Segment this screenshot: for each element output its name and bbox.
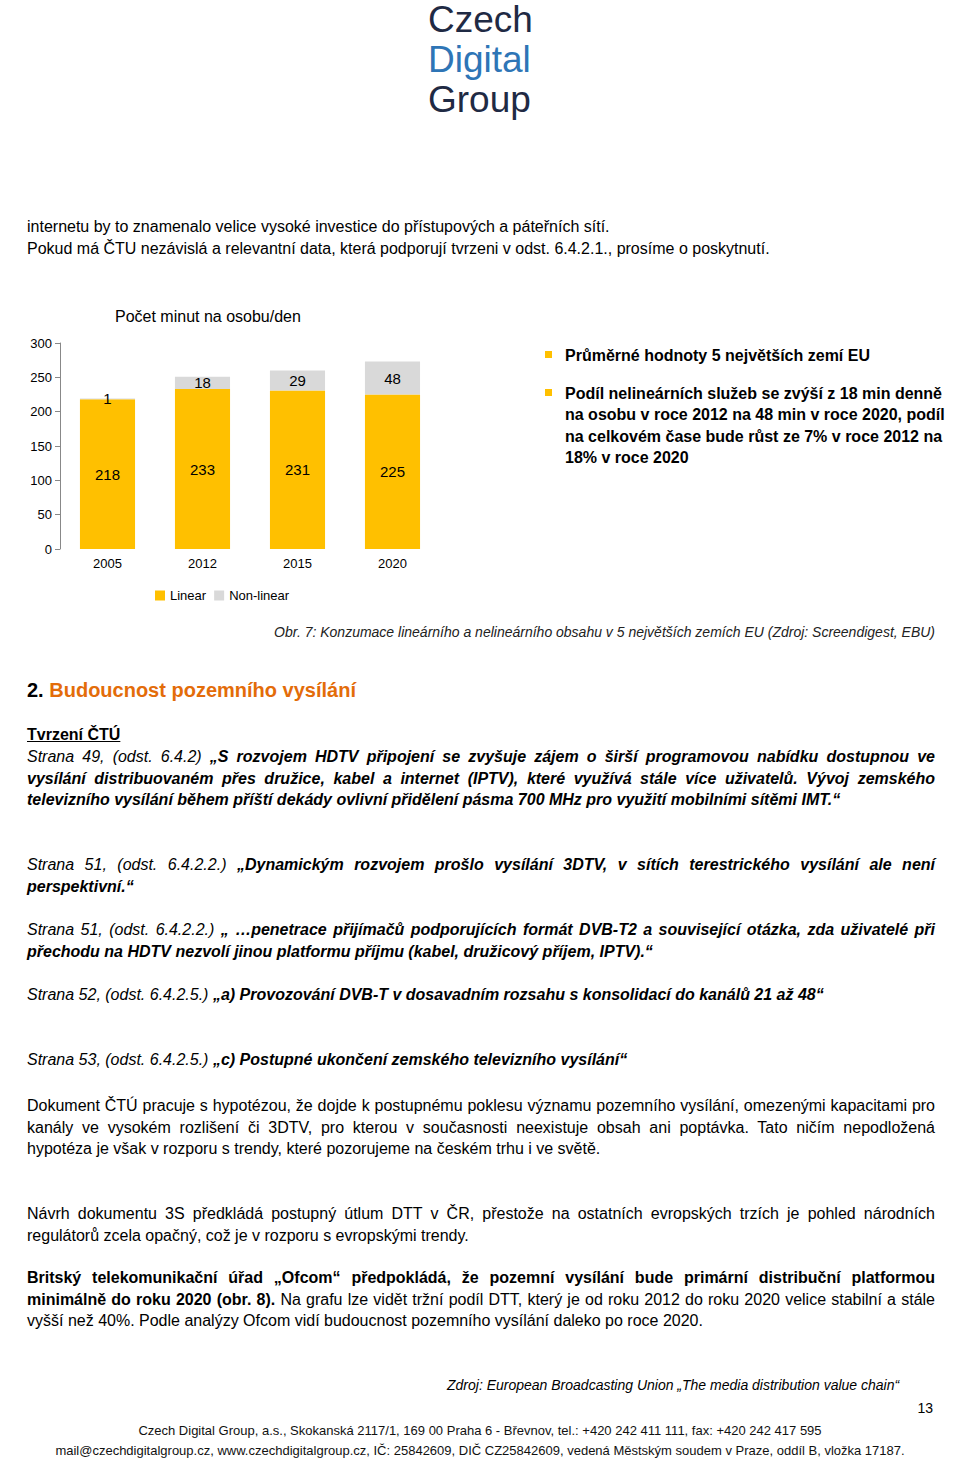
html-text:Tvrzení ČTÚ: Tvrzení ČTÚ xyxy=(27,726,121,743)
html-text:Digital: Digital xyxy=(428,39,531,80)
html-text:Pokud má ČTU nezávislá a relev: Pokud má ČTU nezávislá a relevantní data… xyxy=(27,240,770,257)
html-text:2. Budoucnost pozemního vysílá: 2. Budoucnost pozemního vysílání xyxy=(27,679,356,701)
html-text:Zdroj: European Broadcasting U: Zdroj: European Broadcasting Union „The … xyxy=(447,1377,900,1393)
html-text:Group: Group xyxy=(428,79,531,120)
html-text:Podíl nelineárních služeb se z: Podíl nelineárních služeb se zvýší z 18 … xyxy=(565,384,945,466)
html-text:mail@czechdigitalgroup.cz, www: mail@czechdigitalgroup.cz, www.czechdigi… xyxy=(55,1443,905,1458)
html-text:13: 13 xyxy=(917,1400,933,1416)
svg-text:231: 231 xyxy=(285,461,310,478)
svg-text:Non-linear: Non-linear xyxy=(229,588,290,603)
svg-text:233: 233 xyxy=(190,461,215,478)
html-text:Strana 53, (odst. 6.4.2.5.) „c: Strana 53, (odst. 6.4.2.5.) „c) Postupné… xyxy=(27,1051,628,1068)
svg-text:50: 50 xyxy=(38,507,52,522)
html-text:Strana 51, (odst. 6.4.2.2.) „: Strana 51, (odst. 6.4.2.2.) „ …penetrace… xyxy=(27,921,935,960)
svg-text:2020: 2020 xyxy=(378,556,407,571)
svg-text:2005: 2005 xyxy=(93,556,122,571)
svg-text:Linear: Linear xyxy=(170,588,207,603)
svg-text:29: 29 xyxy=(289,372,306,389)
svg-text:218: 218 xyxy=(95,466,120,483)
svg-text:18: 18 xyxy=(194,374,211,391)
html-text:Czech: Czech xyxy=(428,0,533,40)
svg-text:1: 1 xyxy=(103,390,111,407)
svg-text:0: 0 xyxy=(45,542,52,557)
svg-text:48: 48 xyxy=(384,370,401,387)
html-text:Strana 49, (odst. 6.4.2) „S ro: Strana 49, (odst. 6.4.2) „S rozvojem HDT… xyxy=(27,748,935,808)
html-text:Průměrné hodnoty 5 největších: Průměrné hodnoty 5 největších zemí EU xyxy=(565,347,870,364)
html-text:Britský telekomunikační úřad „: Britský telekomunikační úřad „Ofcom“ pře… xyxy=(27,1269,935,1329)
svg-text:225: 225 xyxy=(380,463,405,480)
svg-text:150: 150 xyxy=(30,439,52,454)
svg-text:300: 300 xyxy=(30,336,52,351)
html-text:Strana 52, (odst. 6.4.2.5.) „a: Strana 52, (odst. 6.4.2.5.) „a) Provozov… xyxy=(27,986,824,1003)
svg-text:250: 250 xyxy=(30,370,52,385)
svg-text:100: 100 xyxy=(30,473,52,488)
html-text:Strana 51, (odst. 6.4.2.2.) „D: Strana 51, (odst. 6.4.2.2.) „Dynamickým … xyxy=(27,856,935,895)
svg-text:2015: 2015 xyxy=(283,556,312,571)
svg-text:200: 200 xyxy=(30,404,52,419)
html-text:Obr. 7: Konzumace lineárního a: Obr. 7: Konzumace lineárního a nelineárn… xyxy=(274,624,935,640)
svg-text:Počet minut na osobu/den: Počet minut na osobu/den xyxy=(115,308,301,325)
svg-text:2012: 2012 xyxy=(188,556,217,571)
html-text:Dokument ČTÚ pracuje s hypotéz: Dokument ČTÚ pracuje s hypotézou, že doj… xyxy=(27,1097,935,1157)
html-text:internetu by to znamenalo veli: internetu by to znamenalo velice vysoké … xyxy=(27,218,610,235)
html-text:Návrh dokumentu 3S předkládá p: Návrh dokumentu 3S předkládá postupný út… xyxy=(27,1205,935,1244)
html-text:Czech Digital Group, a.s., Sko: Czech Digital Group, a.s., Skokanská 211… xyxy=(138,1423,822,1438)
